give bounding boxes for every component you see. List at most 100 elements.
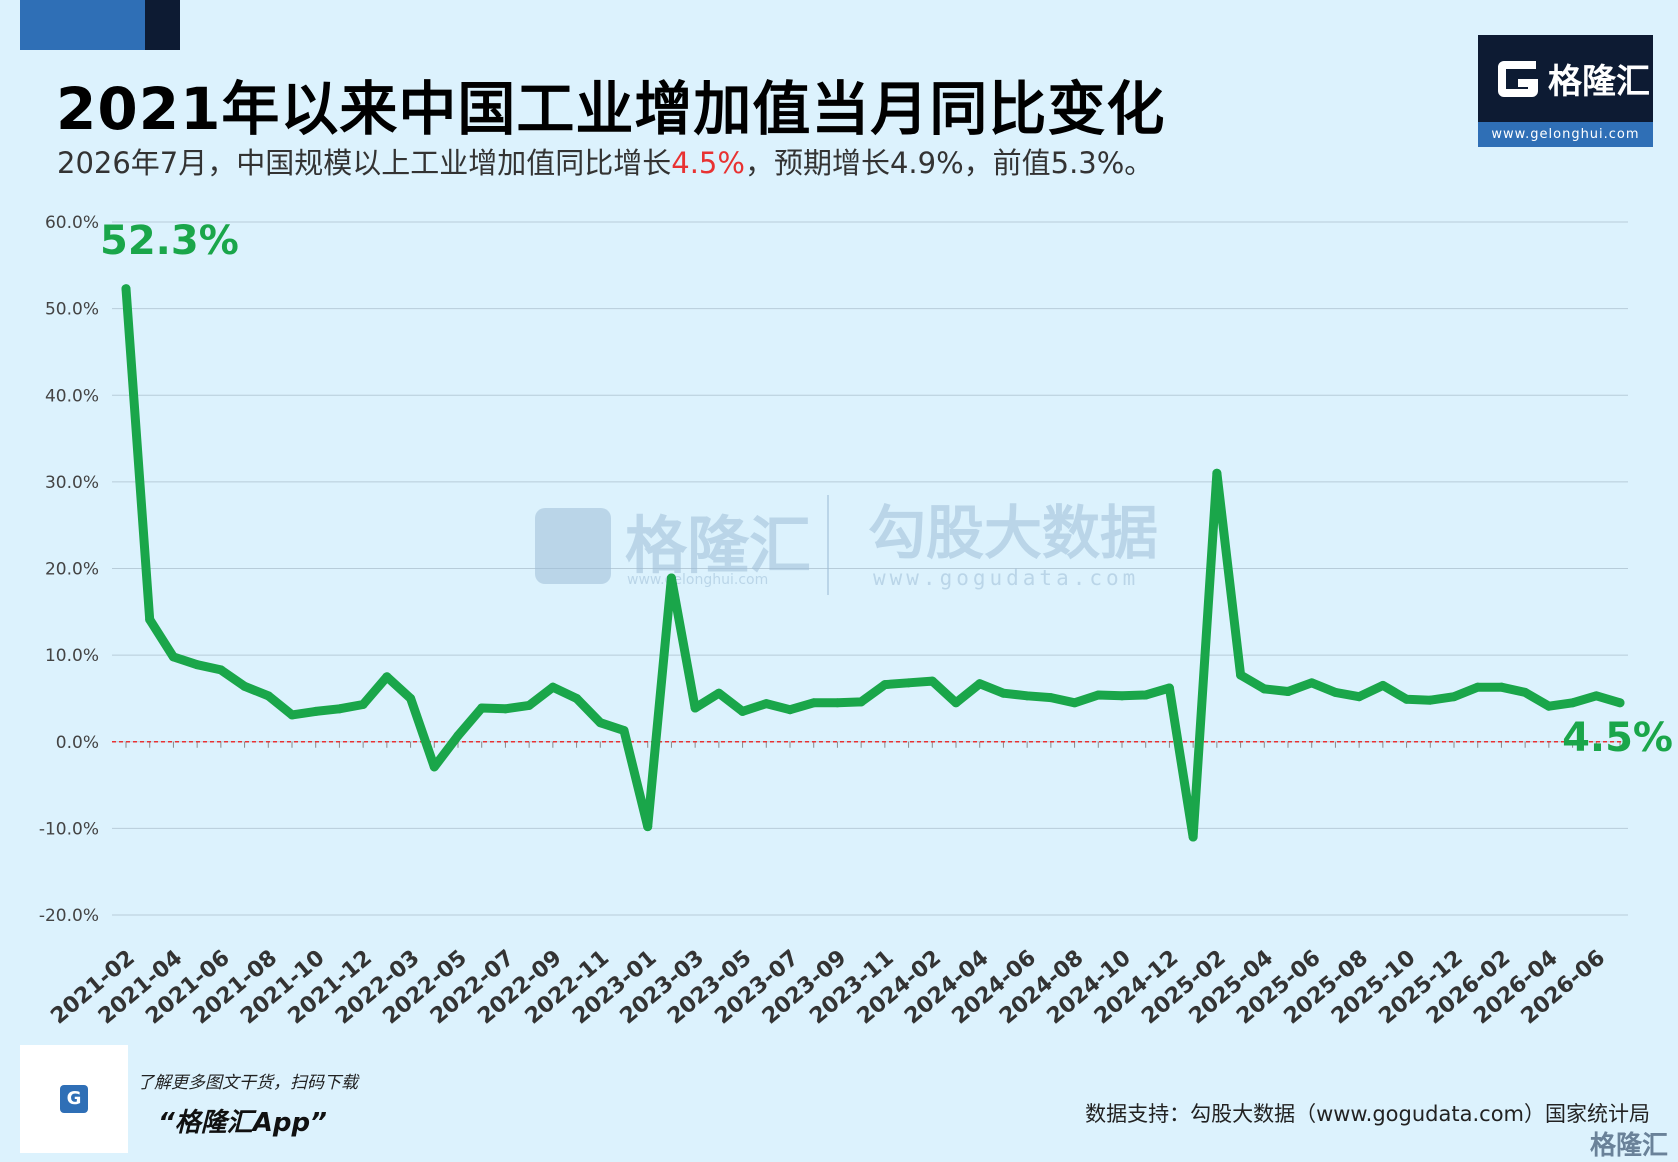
data-point (1046, 693, 1056, 703)
data-point (145, 615, 155, 625)
grid-lines (112, 221, 1628, 916)
data-point (1591, 691, 1601, 701)
data-point (121, 284, 131, 294)
watermark-url-1: www.gelonghui.com (627, 572, 768, 588)
qr-code: G (20, 1045, 128, 1153)
watermark-brand-1: 格隆汇 (625, 509, 811, 582)
data-point (1093, 690, 1103, 700)
series-line (121, 284, 1625, 842)
data-point (690, 703, 700, 713)
data-point (975, 679, 985, 689)
brand-logo-url: www.gelonghui.com (1478, 122, 1653, 147)
data-point (1425, 695, 1435, 705)
data-point (951, 698, 961, 708)
series-points (121, 284, 1625, 842)
annotation-first-value: 52.3% (100, 218, 239, 264)
brand-logo-name: 格隆汇 (1548, 62, 1650, 102)
data-point (761, 699, 771, 709)
data-point (406, 693, 416, 703)
corner-brand: 格隆汇 (1589, 1131, 1668, 1161)
y-tick-label: -10.0% (39, 819, 99, 839)
data-source: 数据支持：勾股大数据（www.gogudata.com）国家统计局 (1085, 1102, 1650, 1126)
brand-g-icon (1498, 61, 1538, 97)
data-point (572, 693, 582, 703)
y-tick-label: 50.0% (45, 300, 99, 320)
data-point (619, 725, 629, 735)
y-tick-label: -20.0% (39, 906, 99, 926)
data-point (1330, 687, 1340, 697)
annotation-last-value: 4.5% (1562, 715, 1673, 761)
data-point (287, 710, 297, 720)
data-point (1070, 698, 1080, 708)
data-point (1212, 468, 1222, 478)
data-point (1283, 687, 1293, 697)
data-point (192, 660, 202, 670)
data-point (1496, 682, 1506, 692)
data-point (666, 573, 676, 583)
data-point (311, 706, 321, 716)
data-point (168, 652, 178, 662)
data-point (1307, 678, 1317, 688)
data-point (904, 678, 914, 688)
y-tick-label: 10.0% (45, 646, 99, 666)
promo-text: 了解更多图文干货，扫码下载 (137, 1073, 358, 1093)
qr-logo-icon: G (60, 1085, 88, 1113)
data-point (809, 698, 819, 708)
data-point (1188, 832, 1198, 842)
data-point (358, 700, 368, 710)
subtitle-text-pre: 2026年7月，中国规模以上工业增加值同比增长 (57, 146, 672, 180)
data-point (880, 680, 890, 690)
data-point (524, 700, 534, 710)
watermark-url-2: www.gogudata.com (873, 566, 1139, 590)
brand-logo: 格隆汇 www.gelonghui.com (1478, 35, 1653, 147)
data-point (500, 704, 510, 714)
y-tick-label: 30.0% (45, 473, 99, 493)
y-tick-label: 60.0% (45, 213, 99, 233)
data-point (1402, 694, 1412, 704)
data-point (832, 698, 842, 708)
data-point (1544, 701, 1554, 711)
data-point (1022, 691, 1032, 701)
data-point (263, 691, 273, 701)
data-point (1520, 687, 1530, 697)
data-point (1378, 680, 1388, 690)
watermark-g-icon (535, 508, 611, 584)
data-point (1164, 683, 1174, 693)
data-point (1568, 698, 1578, 708)
data-point (382, 672, 392, 682)
data-point (1354, 692, 1364, 702)
data-point (429, 762, 439, 772)
data-point (595, 718, 605, 728)
data-point (548, 682, 558, 692)
y-tick-label: 40.0% (45, 386, 99, 406)
data-point (1615, 698, 1625, 708)
y-tick-label: 20.0% (45, 560, 99, 580)
data-point (714, 688, 724, 698)
data-point (927, 676, 937, 686)
data-point (1141, 690, 1151, 700)
corner-accent-blue (20, 0, 145, 50)
data-point (738, 706, 748, 716)
corner-accent-navy (145, 0, 180, 50)
subtitle-text-post: ，预期增长4.9%，前值5.3%。 (744, 146, 1154, 180)
data-point (1117, 691, 1127, 701)
data-point (453, 731, 463, 741)
y-tick-label: 0.0% (56, 733, 99, 753)
watermark-brand-2: 勾股大数据 (868, 499, 1158, 567)
data-point (1236, 670, 1246, 680)
watermark: 格隆汇 www.gelonghui.com 勾股大数据 www.gogudata… (535, 495, 1158, 595)
data-point (643, 822, 653, 832)
y-axis-ticks: -20.0% -10.0% 0.0% 10.0% 20.0% 30.0% 40.0% 50.0… (39, 213, 99, 926)
promo-app-name: “格隆汇App” (158, 1108, 327, 1138)
data-point (1259, 684, 1269, 694)
data-point (334, 704, 344, 714)
subtitle-highlight: 4.5% (671, 146, 745, 180)
data-point (998, 688, 1008, 698)
x-axis-ticks: 2021-022021-042021-062021-082021-102021-… (46, 741, 1621, 1030)
data-point (785, 705, 795, 715)
data-point (240, 681, 250, 691)
data-point (477, 703, 487, 713)
data-point (856, 697, 866, 707)
data-point (216, 665, 226, 675)
